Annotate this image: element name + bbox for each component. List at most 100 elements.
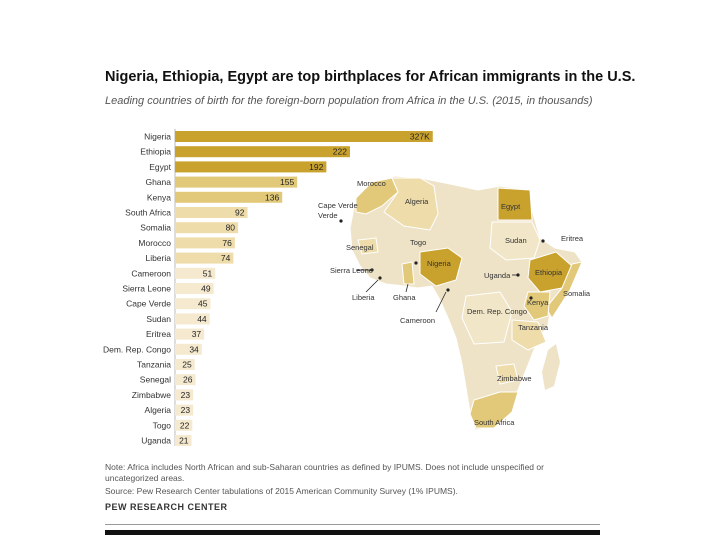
category-label: Togo (153, 420, 172, 430)
bar-cameroon (175, 267, 216, 279)
value-label: 34 (189, 344, 199, 354)
map-label-cape-verde-2: Verde (318, 211, 338, 220)
category-label: Zimbabwe (132, 390, 171, 400)
value-label: 192 (309, 162, 323, 172)
leader-cameroon (435, 291, 447, 313)
leader-liberia (365, 279, 379, 293)
value-label: 51 (203, 268, 213, 278)
bar-tanzania (175, 359, 195, 370)
category-label: Egypt (149, 162, 171, 172)
map-label-uganda: Uganda (484, 271, 511, 280)
marker-cameroon (446, 288, 450, 292)
category-label: Liberia (145, 253, 171, 263)
category-label: Somalia (140, 223, 171, 233)
map-nigeria-shape (419, 247, 463, 287)
bar-ethiopia (175, 146, 350, 158)
bar-morocco (175, 237, 235, 249)
map-algeria-shape (383, 177, 439, 231)
madagascar-shape (542, 344, 560, 390)
map-label-egypt: Egypt (501, 202, 521, 211)
bar-uganda (175, 435, 192, 446)
category-label: Cameroon (131, 268, 171, 278)
marker-togo (414, 261, 418, 265)
map-ghana-shape (401, 261, 415, 285)
bar-somalia (175, 222, 239, 234)
map-tanzania-shape (511, 319, 547, 351)
map-label-ghana: Ghana (393, 293, 416, 302)
value-label: 49 (201, 284, 211, 294)
value-label: 80 (226, 223, 236, 233)
category-label: Algeria (145, 405, 172, 415)
category-label: Senegal (140, 375, 171, 385)
map-label-congo: Dem. Rep. Congo (467, 307, 527, 316)
value-label: 44 (197, 314, 207, 324)
chart-source: Source: Pew Research Center tabulations … (105, 486, 458, 496)
map-label-togo: Togo (410, 238, 426, 247)
marker-liberia (378, 276, 382, 280)
category-label: South Africa (125, 208, 171, 218)
bar-sudan (175, 313, 210, 325)
map-somalia-shape (545, 261, 583, 319)
category-label: Uganda (141, 436, 171, 446)
bar-cape-verde (175, 298, 211, 310)
category-label: Ghana (145, 177, 171, 187)
map-egypt-shape (497, 187, 533, 221)
map-morocco-shape (355, 177, 399, 215)
category-label: Morocco (138, 238, 171, 248)
bar-ghana (175, 176, 298, 188)
value-label: 222 (333, 147, 347, 157)
value-label: 23 (181, 390, 191, 400)
map-zimbabwe-shape (495, 363, 519, 385)
category-label: Ethiopia (140, 147, 171, 157)
bar-zimbabwe (175, 389, 194, 401)
map-label-morocco: Morocco (357, 179, 386, 188)
marker-eritrea (541, 239, 545, 243)
bar-algeria (175, 404, 194, 416)
marker-kenya (529, 296, 533, 300)
map-label-nigeria: Nigeria (427, 259, 452, 268)
footer-divider (105, 524, 600, 525)
bar-group: Nigeria 327K Ethiopia 222 Egypt 192 Ghana 155 Ke… (103, 131, 433, 446)
pew-research-credit: PEW RESEARCH CENTER (105, 502, 228, 512)
map-label-zimbabwe: Zimbabwe (497, 374, 532, 383)
value-label: 76 (222, 238, 232, 248)
bar-senegal (175, 374, 196, 386)
africa-map: Morocco Algeria Egypt Cape Verde Verde S… (318, 175, 591, 431)
map-label-eritrea: Eritrea (561, 234, 584, 243)
map-senegal-shape (357, 237, 379, 255)
bar-south-africa (175, 207, 248, 218)
map-label-sudan: Sudan (505, 236, 527, 245)
map-label-algeria: Algeria (405, 197, 429, 206)
map-label-cape-verde: Cape Verde (318, 201, 358, 210)
bar-togo (175, 419, 193, 431)
value-label: 21 (179, 436, 189, 446)
bar-dem-rep-congo (175, 343, 202, 355)
map-sudan-shape (489, 221, 541, 261)
map-label-cameroon: Cameroon (400, 316, 435, 325)
category-label: Tanzania (137, 360, 171, 370)
value-label: 155 (280, 177, 294, 187)
bar-eritrea (175, 328, 205, 340)
map-label-senegal: Senegal (346, 243, 374, 252)
bar-nigeria (175, 131, 433, 142)
map-label-kenya: Kenya (527, 298, 549, 307)
map-label-sierra-leone: Sierra Leone (330, 266, 373, 275)
value-label: 74 (221, 253, 231, 263)
map-south-africa-shape (469, 391, 519, 429)
chart-note: Note: Africa includes North African and … (105, 462, 544, 483)
value-label: 136 (265, 192, 279, 202)
bar-egypt (175, 161, 327, 173)
category-label: Kenya (147, 192, 171, 202)
leader-ghana (405, 283, 409, 293)
map-label-tanzania: Tanzania (518, 323, 549, 332)
footer-bar (105, 530, 600, 535)
category-label: Cape Verde (126, 299, 171, 309)
map-label-south-africa: South Africa (474, 418, 515, 427)
value-label: 23 (181, 405, 191, 415)
bar-sierra-leone (175, 283, 214, 294)
value-label: 92 (235, 208, 245, 218)
category-label: Sudan (146, 314, 171, 324)
category-label: Dem. Rep. Congo (103, 344, 171, 354)
category-label: Eritrea (146, 329, 171, 339)
